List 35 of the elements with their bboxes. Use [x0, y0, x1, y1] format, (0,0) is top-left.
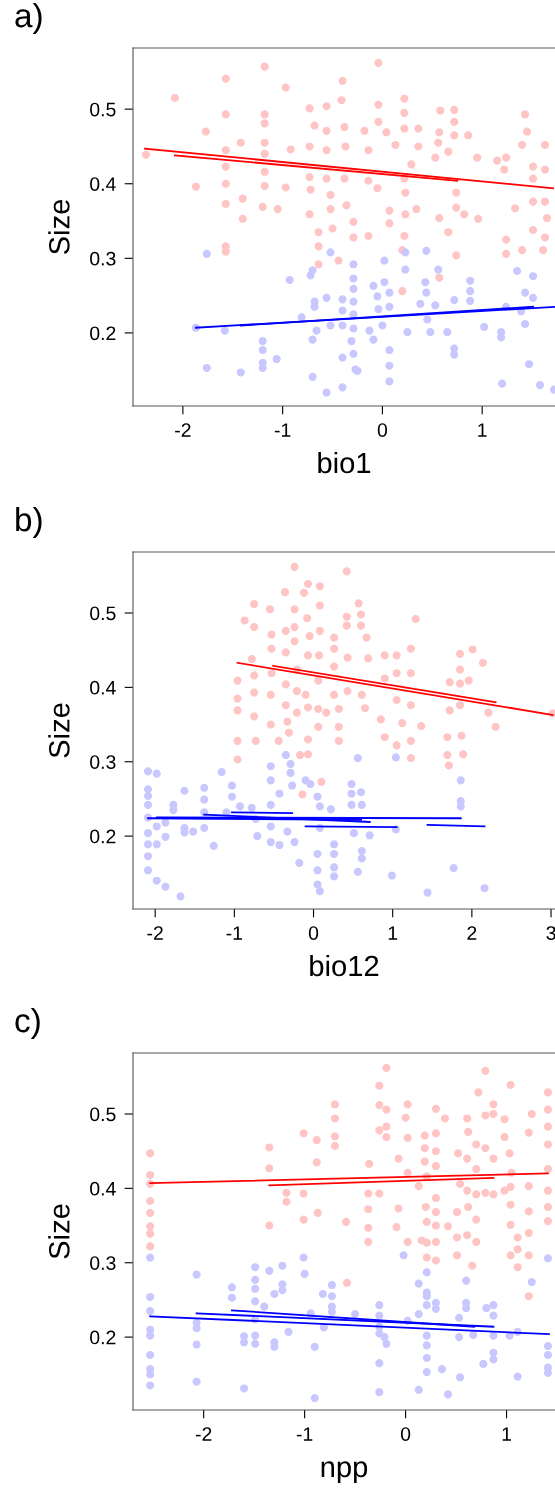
y-tick-label: 0.4	[90, 177, 116, 191]
y-tick-label: 0.5	[90, 1107, 116, 1122]
y-tick-label: 0.5	[90, 606, 116, 621]
x-tick-label: -1	[274, 423, 291, 437]
x-tick-label: 0	[400, 1427, 411, 1441]
y-axis-title: Size	[48, 199, 70, 255]
y-tick-label: 0.4	[90, 1181, 116, 1196]
y-tick-label: 0.2	[90, 829, 116, 844]
x-tick-label: -2	[147, 926, 163, 940]
chart-title: b)	[16, 506, 42, 538]
x-tick-label: 3	[546, 926, 555, 940]
y-tick-label: 0.5	[90, 102, 116, 117]
x-tick-label: 1	[388, 926, 398, 940]
x-tick-label: -1	[226, 926, 243, 940]
x-tick-label: 0	[377, 423, 388, 437]
y-axis-title: Size	[48, 1204, 70, 1259]
x-axis-title: npp	[321, 1461, 368, 1484]
y-tick-label: 0.3	[90, 251, 116, 266]
y-tick-label: 0.3	[90, 755, 116, 769]
x-tick-label: 2	[467, 926, 477, 940]
y-tick-label: 0.3	[90, 1256, 116, 1270]
x-tick-label: -1	[296, 1427, 313, 1441]
x-tick-label: -2	[195, 1427, 212, 1441]
chart-title: a)	[15, 2, 42, 34]
x-axis-title: bio12	[310, 954, 379, 977]
y-tick-label: 0.2	[90, 1330, 116, 1345]
chart-title: c)	[15, 1007, 40, 1039]
x-tick-label: 0	[308, 926, 319, 940]
y-tick-label: 0.2	[90, 326, 116, 341]
x-axis-title: bio1	[318, 451, 371, 474]
x-tick-label: 1	[502, 1427, 511, 1441]
x-tick-label: 1	[478, 423, 487, 437]
y-tick-label: 0.4	[90, 680, 116, 695]
y-axis-title: Size	[48, 703, 70, 758]
x-tick-label: -2	[175, 423, 191, 437]
